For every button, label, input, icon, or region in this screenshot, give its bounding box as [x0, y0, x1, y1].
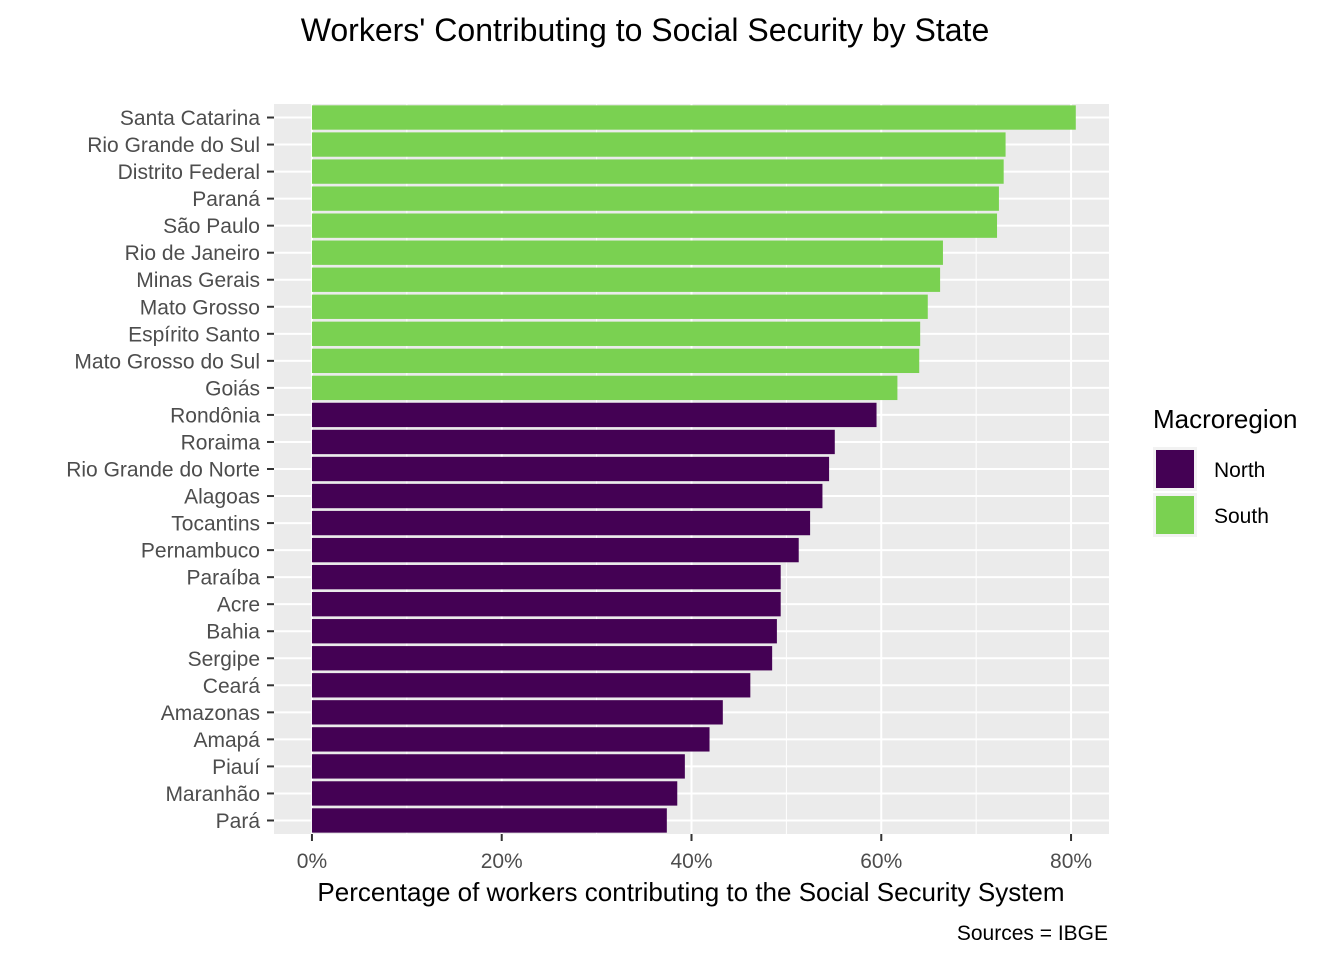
y-tick-label: Maranhão: [165, 783, 260, 806]
bar-pará: [311, 808, 667, 833]
bars: [311, 105, 1076, 833]
bar-amazonas: [311, 700, 723, 725]
bar-distrito-federal: [311, 159, 1004, 184]
bar-espírito-santo: [311, 321, 921, 346]
y-tick-label: Acre: [217, 594, 260, 617]
x-tick-label: 80%: [1050, 850, 1092, 873]
bar-mato-grosso-do-sul: [311, 348, 920, 374]
y-tick-label: Mato Grosso: [140, 296, 260, 319]
y-tick-label: Distrito Federal: [118, 161, 260, 184]
y-tick-label: Minas Gerais: [136, 269, 260, 292]
y-tick-label: Rio Grande do Norte: [66, 459, 260, 482]
bar-rio-grande-do-sul: [311, 132, 1006, 157]
legend-swatch-north: [1156, 450, 1194, 488]
legend-label-south: South: [1214, 505, 1269, 528]
x-axis-title: Percentage of workers contributing to th…: [317, 877, 1064, 907]
chart-title: Workers' Contributing to Social Security…: [301, 12, 989, 48]
x-axis-ticks: 0% 20% 40% 60% 80%: [297, 834, 1092, 873]
legend-swatch-south: [1156, 496, 1194, 534]
legend-label-north: North: [1214, 459, 1265, 482]
bar-acre: [311, 592, 781, 617]
y-tick-label: Sergipe: [188, 648, 260, 671]
bar-sergipe: [311, 646, 773, 671]
bar-roraima: [311, 429, 835, 455]
x-tick-label: 0%: [297, 850, 327, 873]
bar-maranhão: [311, 781, 678, 806]
bar-minas-gerais: [311, 267, 941, 292]
y-tick-label: Espírito Santo: [128, 323, 260, 346]
bar-paraná: [311, 186, 999, 211]
y-tick-label: Goiás: [205, 377, 260, 400]
y-tick-label: Rondônia: [170, 404, 260, 427]
y-tick-label: Tocantins: [171, 513, 260, 536]
x-tick-label: 40%: [670, 850, 712, 873]
bar-pernambuco: [311, 537, 799, 563]
bar-piauí: [311, 754, 685, 779]
bar-rio-grande-do-norte: [311, 456, 830, 482]
y-tick-label: Pernambuco: [141, 540, 260, 563]
y-tick-label: Rio de Janeiro: [125, 242, 260, 265]
x-tick-label: 60%: [860, 850, 902, 873]
bar-rondônia: [311, 402, 877, 428]
bar-bahia: [311, 619, 777, 644]
y-tick-label: Amapá: [193, 729, 260, 752]
legend: Macroregion North South: [1153, 404, 1298, 537]
bar-ceará: [311, 673, 751, 698]
bar-amapá: [311, 727, 710, 752]
y-tick-label: Santa Catarina: [120, 107, 260, 130]
y-tick-label: Bahia: [206, 621, 260, 644]
y-tick-label: Amazonas: [161, 702, 260, 725]
bar-alagoas: [311, 483, 823, 509]
y-tick-label: Mato Grosso do Sul: [74, 350, 260, 373]
bar-mato-grosso: [311, 294, 928, 319]
bar-tocantins: [311, 510, 811, 536]
bar-santa-catarina: [311, 105, 1076, 130]
bar-paraíba: [311, 564, 781, 590]
y-tick-label: Ceará: [203, 675, 261, 698]
chart-caption: Sources = IBGE: [957, 922, 1108, 945]
legend-title: Macroregion: [1153, 404, 1298, 434]
x-tick-label: 20%: [481, 850, 523, 873]
y-tick-label: Paraíba: [186, 567, 260, 590]
y-tick-label: Paraná: [192, 188, 260, 211]
y-axis-labels: Santa Catarina Rio Grande do Sul Distrito …: [66, 107, 274, 833]
y-tick-label: Pará: [216, 810, 261, 833]
y-tick-label: Alagoas: [184, 486, 260, 509]
y-tick-label: Rio Grande do Sul: [87, 134, 260, 157]
bar-rio-de-janeiro: [311, 240, 943, 265]
bar-goiás: [311, 375, 898, 401]
y-tick-label: Piauí: [212, 756, 260, 779]
bar-são-paulo: [311, 213, 998, 238]
y-tick-label: Roraima: [181, 431, 261, 454]
y-tick-label: São Paulo: [163, 215, 260, 238]
